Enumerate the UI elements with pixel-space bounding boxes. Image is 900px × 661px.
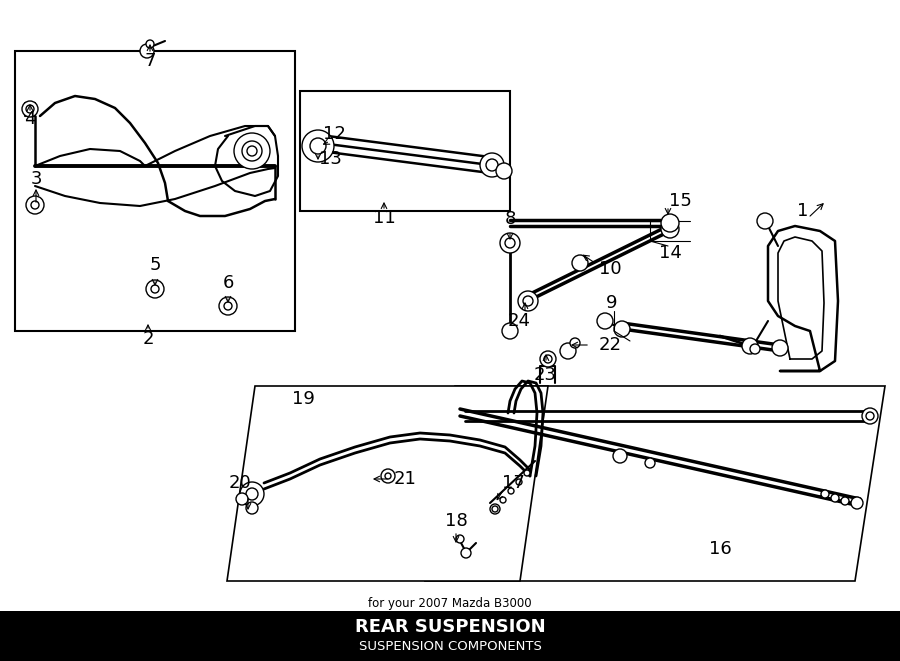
Circle shape [234,133,270,169]
Circle shape [841,497,849,505]
Text: 8: 8 [504,210,516,228]
Circle shape [505,238,515,248]
Circle shape [560,343,576,359]
Circle shape [862,408,878,424]
Circle shape [572,255,588,271]
Circle shape [851,497,863,509]
Circle shape [500,233,520,253]
Circle shape [742,338,758,354]
Text: 13: 13 [319,150,341,168]
Text: 12: 12 [322,125,346,143]
Text: 23: 23 [534,366,556,384]
Circle shape [757,213,773,229]
Circle shape [151,285,159,293]
Circle shape [831,494,839,502]
Circle shape [523,296,533,306]
Circle shape [246,502,258,514]
Circle shape [140,44,154,58]
Circle shape [219,297,237,315]
Bar [300,91,510,211]
Circle shape [570,338,580,348]
Circle shape [22,101,38,117]
Circle shape [146,280,164,298]
Circle shape [614,321,630,337]
Bar [15,51,295,331]
Circle shape [302,130,334,162]
Circle shape [613,449,627,463]
Circle shape [502,323,518,339]
Circle shape [516,479,522,485]
Circle shape [496,163,512,179]
Circle shape [544,355,552,363]
Text: 9: 9 [607,294,617,312]
Text: 3: 3 [31,170,41,188]
Polygon shape [425,386,885,581]
Circle shape [500,497,506,503]
Circle shape [242,141,262,161]
Text: SUSPENSION COMPONENTS: SUSPENSION COMPONENTS [358,641,542,654]
Bar [0,611,900,661]
Text: 15: 15 [669,192,691,210]
Text: 14: 14 [659,244,681,262]
Circle shape [772,340,788,356]
Text: 24: 24 [508,312,530,330]
Circle shape [540,351,556,367]
Text: 17: 17 [501,474,525,492]
Text: 21: 21 [393,470,417,488]
Circle shape [492,506,498,512]
Circle shape [247,146,257,156]
Text: 18: 18 [445,512,467,530]
Circle shape [486,159,498,171]
Circle shape [236,493,248,505]
Circle shape [26,105,34,113]
Text: 4: 4 [24,110,36,128]
Circle shape [661,220,679,238]
Circle shape [508,488,514,494]
Text: 22: 22 [598,336,622,354]
Circle shape [866,412,874,420]
Circle shape [461,548,471,558]
Circle shape [26,196,44,214]
Circle shape [385,473,391,479]
Circle shape [821,490,829,498]
Text: 2: 2 [142,330,154,348]
Circle shape [597,313,613,329]
Circle shape [31,201,39,209]
Circle shape [310,138,326,154]
Text: 19: 19 [292,390,314,408]
Circle shape [381,469,395,483]
Text: for your 2007 Mazda B3000: for your 2007 Mazda B3000 [368,596,532,609]
Circle shape [518,291,538,311]
Circle shape [246,488,258,500]
Circle shape [490,504,500,514]
Text: 6: 6 [222,274,234,292]
Text: 16: 16 [708,540,732,558]
Circle shape [240,482,264,506]
Circle shape [661,214,679,232]
Circle shape [645,458,655,468]
Text: REAR SUSPENSION: REAR SUSPENSION [355,618,545,636]
Circle shape [456,535,464,543]
Circle shape [524,470,530,476]
Text: 20: 20 [229,474,251,492]
Text: 5: 5 [149,256,161,274]
Circle shape [146,40,154,48]
Text: 11: 11 [373,209,395,227]
Circle shape [480,153,504,177]
Circle shape [750,344,760,354]
Circle shape [224,302,232,310]
Text: 10: 10 [598,260,621,278]
Polygon shape [227,386,548,581]
Text: 1: 1 [797,202,809,220]
Text: 7: 7 [144,52,156,70]
